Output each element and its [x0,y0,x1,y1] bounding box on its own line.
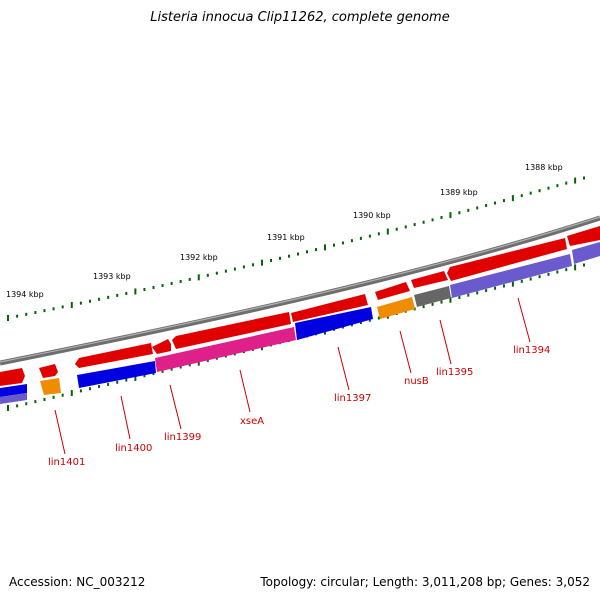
connector-lin1397 [337,346,350,391]
cds-slate-1 [0,393,27,404]
tick-label-1390: 1390 kbp [353,211,391,220]
gene-label-lin1399: lin1399 [164,432,201,443]
feature-forward-6 [291,294,368,322]
genome-summary-text: Topology: circular; Length: 3,011,208 bp… [260,575,590,589]
cds-lin1394 [450,254,572,298]
feature-forward-2 [39,364,58,378]
gene-label-lin1394: lin1394 [513,345,550,356]
tick-label-1389: 1389 kbp [440,188,478,197]
tick-label-1394: 1394 kbp [6,290,44,299]
feature-forward-8 [411,271,448,288]
gene-labels: lin1394 lin1395 nusB lin1397 xseA lin139… [48,345,550,468]
cds-lin1397 [295,307,373,340]
cds-lin1395 [414,286,451,307]
feature-forward-5 [172,312,291,349]
cds-features [0,242,600,404]
cds-slate-2 [572,242,600,264]
connector-lin1399 [169,384,182,430]
feature-forward-3 [75,343,153,368]
gene-label-lin1400: lin1400 [115,443,152,454]
feature-forward-4 [152,339,171,354]
connector-lin1395 [439,319,452,365]
connector-lin1394 [517,297,531,343]
tick-label-1391: 1391 kbp [267,233,305,242]
feature-forward-1 [0,368,25,386]
tick-label-1393: 1393 kbp [93,272,131,281]
tick-label-1388: 1388 kbp [525,163,563,172]
map-title: Listeria innocua Clip11262, complete gen… [150,10,450,25]
feature-forward-7 [375,282,410,300]
tick-label-1392: 1392 kbp [180,253,218,262]
cds-orange-1 [40,378,61,395]
gene-label-lin1401: lin1401 [48,457,85,468]
connector-lin1401 [54,409,66,455]
accession-text: Accession: NC_003212 [9,575,146,589]
label-connectors [54,297,531,455]
forward-features [0,226,600,386]
cds-nusb [377,297,415,319]
gene-label-lin1395: lin1395 [436,367,473,378]
gene-label-lin1397: lin1397 [334,393,371,404]
feature-forward-9 [447,238,567,281]
genome-backbone [0,215,600,366]
cds-xsea [155,327,296,372]
ruler-labels: 1388 kbp 1389 kbp 1390 kbp 1391 kbp 1392… [6,163,563,299]
feature-forward-10 [567,226,600,246]
gene-label-nusb: nusB [404,376,429,387]
cds-lin1400 [77,361,156,388]
connector-xsea [239,369,251,413]
gene-label-xsea: xseA [240,416,264,427]
cds-blue-1 [0,384,27,397]
connector-nusb [399,330,412,374]
connector-lin1400 [120,395,131,440]
genome-backbone-highlight [0,216,600,363]
